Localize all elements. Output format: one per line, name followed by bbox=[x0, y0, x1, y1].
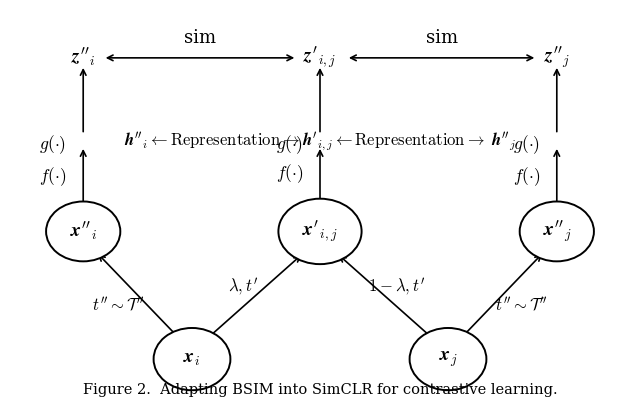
Text: $f(\cdot)$: $f(\cdot)$ bbox=[513, 165, 540, 188]
Text: $1 - \lambda, t'$: $1 - \lambda, t'$ bbox=[368, 277, 426, 298]
Text: $f(\cdot)$: $f(\cdot)$ bbox=[39, 165, 66, 188]
Ellipse shape bbox=[278, 199, 362, 264]
Ellipse shape bbox=[520, 201, 594, 261]
Text: $\boldsymbol{x}_j$: $\boldsymbol{x}_j$ bbox=[438, 350, 458, 369]
Text: $g(\cdot)$: $g(\cdot)$ bbox=[513, 134, 540, 156]
Text: $\boldsymbol{z}''_j$: $\boldsymbol{z}''_j$ bbox=[543, 45, 570, 71]
Text: $\boldsymbol{h}''_i \leftarrow\mathrm{Representation}\rightarrow\boldsymbol{h}'_: $\boldsymbol{h}''_i \leftarrow\mathrm{Re… bbox=[124, 130, 516, 153]
Text: $\boldsymbol{x}''_j$: $\boldsymbol{x}''_j$ bbox=[543, 218, 571, 245]
Ellipse shape bbox=[46, 201, 120, 261]
Text: sim: sim bbox=[426, 29, 458, 47]
Text: Figure 2.  Adapting BSIM into SimCLR for contrastive learning.: Figure 2. Adapting BSIM into SimCLR for … bbox=[83, 383, 557, 397]
Text: $t'' \sim \mathcal{T}''$: $t'' \sim \mathcal{T}''$ bbox=[495, 296, 548, 314]
Text: $t'' \sim \mathcal{T}''$: $t'' \sim \mathcal{T}''$ bbox=[92, 296, 145, 314]
Text: $g(\cdot)$: $g(\cdot)$ bbox=[39, 134, 66, 156]
Text: $\boldsymbol{x}''_i$: $\boldsymbol{x}''_i$ bbox=[70, 220, 97, 243]
Ellipse shape bbox=[410, 328, 486, 390]
Text: $g(\cdot)$: $g(\cdot)$ bbox=[276, 134, 303, 156]
Text: $\boldsymbol{z}''_i$: $\boldsymbol{z}''_i$ bbox=[71, 46, 95, 69]
Ellipse shape bbox=[154, 328, 230, 390]
Text: $\boldsymbol{z}'_{i,j}$: $\boldsymbol{z}'_{i,j}$ bbox=[303, 45, 337, 71]
Text: $\lambda, t'$: $\lambda, t'$ bbox=[228, 277, 259, 298]
Text: $f(\cdot)$: $f(\cdot)$ bbox=[276, 162, 303, 185]
Text: $\boldsymbol{x}_i$: $\boldsymbol{x}_i$ bbox=[183, 350, 201, 368]
Text: sim: sim bbox=[184, 29, 216, 47]
Text: $\boldsymbol{x}'_{i,j}$: $\boldsymbol{x}'_{i,j}$ bbox=[302, 218, 338, 245]
